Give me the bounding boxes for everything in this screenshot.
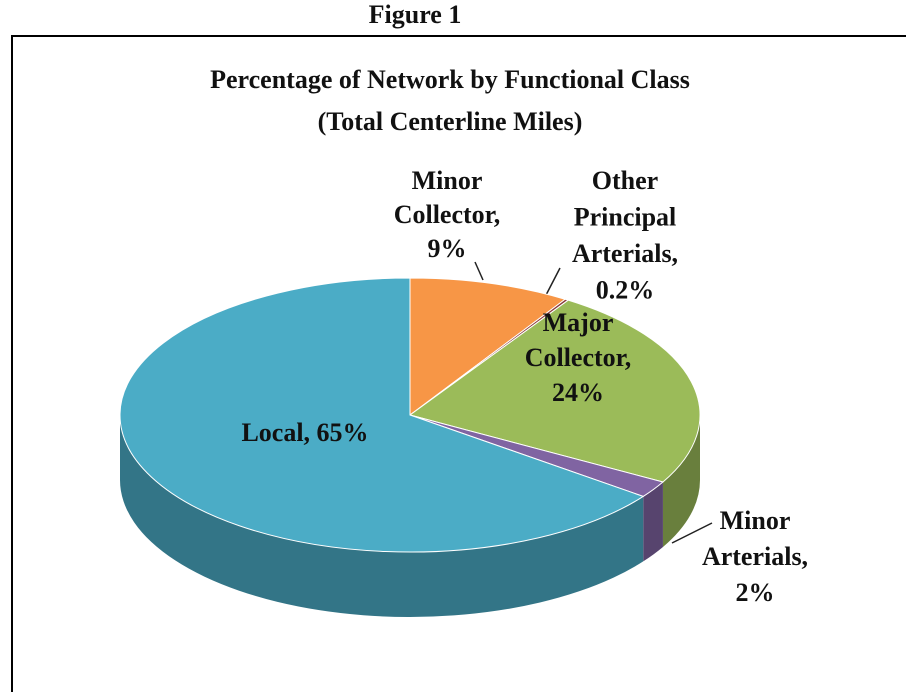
chart-border (11, 35, 906, 692)
data-label: Minor (720, 506, 791, 535)
chart-title: Percentage of Network by Functional Clas… (210, 65, 690, 94)
leader-line (474, 261, 484, 281)
leader-line (544, 267, 561, 298)
data-label: 9% (428, 234, 467, 263)
data-label: Local, 65% (241, 418, 368, 447)
pie-slice (119, 277, 645, 553)
data-label: Arterials, (702, 542, 808, 571)
data-label: 0.2% (596, 275, 655, 304)
pie-sides (120, 415, 700, 617)
data-label: 2% (736, 578, 775, 607)
data-label: Collector, (525, 343, 632, 372)
pie-side (120, 415, 644, 617)
leader-lines (474, 261, 713, 544)
leader-line (671, 522, 713, 544)
pie-tops (119, 277, 701, 553)
data-label: Major (543, 308, 614, 337)
data-label: Collector, (394, 200, 501, 229)
pie-slice (408, 299, 701, 483)
data-label: Other (592, 166, 658, 195)
chart-subtitle: (Total Centerline Miles) (318, 107, 583, 136)
data-label: Minor (412, 166, 483, 195)
pie-side (662, 415, 700, 548)
pie-side (643, 482, 663, 562)
data-label: Principal (574, 202, 677, 231)
data-label: Arterials, (572, 239, 678, 268)
data-label: 24% (552, 378, 604, 407)
figure-label: Figure 1 (369, 0, 462, 29)
pie-slice (409, 277, 567, 416)
